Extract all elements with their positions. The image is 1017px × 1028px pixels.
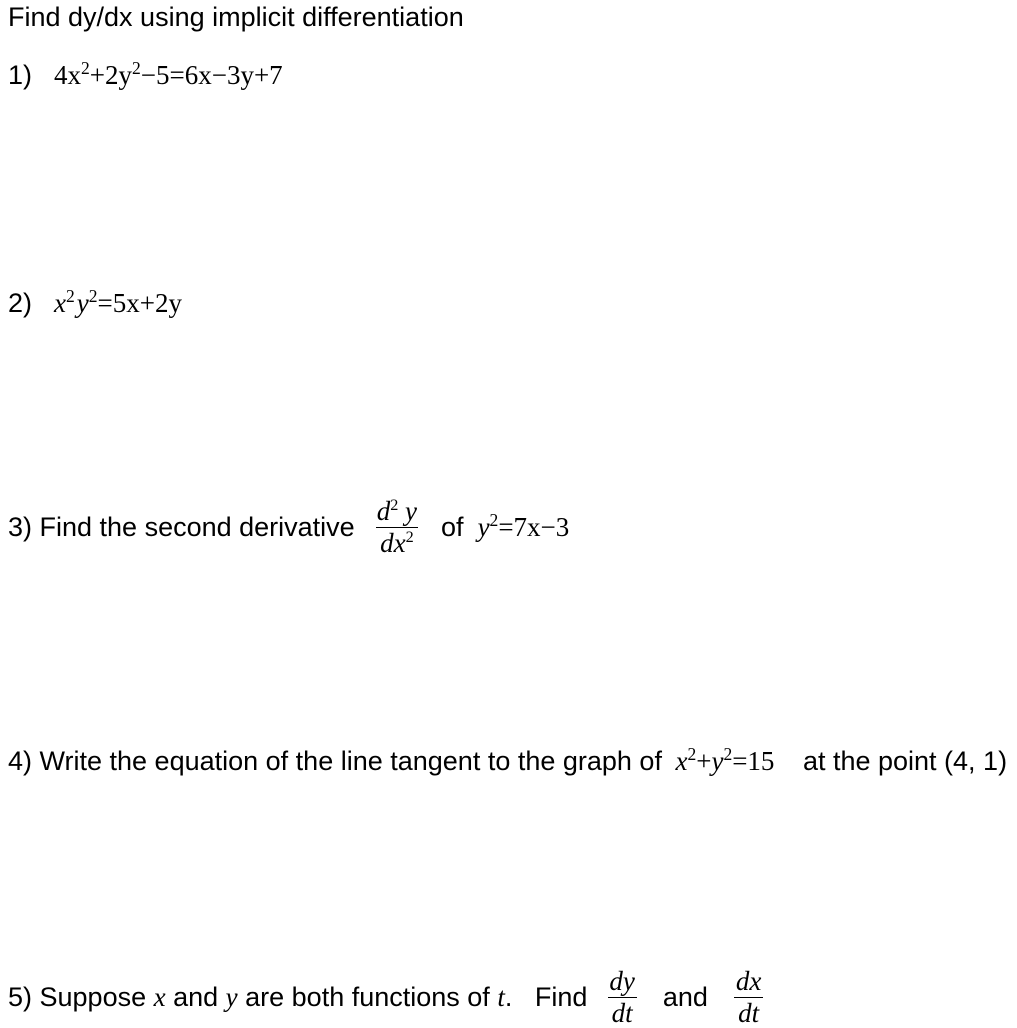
q3-den-dx: dx xyxy=(380,528,405,558)
q5-find: Find xyxy=(512,982,587,1013)
q4-equation: x2+y2=15 xyxy=(675,746,774,777)
q5-mid2: are both functions of xyxy=(238,982,498,1013)
q2-number: 2) xyxy=(8,288,36,319)
q4-rhs: =15 xyxy=(732,746,774,776)
q3-of: of xyxy=(441,512,464,543)
q2-rhs: =5x+2y xyxy=(98,288,182,318)
instructions-heading: Find dy/dx using implicit differentiatio… xyxy=(8,2,1009,33)
q1-equation: 4x2+2y2−5=6x−3y+7 xyxy=(54,60,283,91)
worksheet-page: Find dy/dx using implicit differentiatio… xyxy=(0,0,1017,1024)
q5-f1-num: dy xyxy=(605,968,638,997)
q3-rhs: =7x−3 xyxy=(498,512,569,542)
q5-mid1: and xyxy=(166,982,226,1013)
q5-f2-den: dt xyxy=(734,997,763,1027)
q4-y: y xyxy=(711,746,723,776)
q1-term1: 4x xyxy=(54,60,81,90)
question-3: 3) Find the second derivative d2 y dx2 o… xyxy=(8,498,1009,557)
question-4: 4) Write the equation of the line tangen… xyxy=(8,746,1009,777)
question-5: 5) Suppose x and y are both functions of… xyxy=(8,968,1009,1027)
q5-number: 5) xyxy=(8,982,32,1013)
q1-exp2: 2 xyxy=(132,58,141,78)
q3-y: y xyxy=(478,512,490,542)
q2-y: y xyxy=(77,288,89,318)
q3-lead: Find the second derivative xyxy=(32,512,355,543)
q3-frac-num: d2 y xyxy=(373,498,421,527)
q3-num-y: y xyxy=(398,496,417,526)
q2-equation: x2y2=5x+2y xyxy=(54,288,182,319)
q3-yexp: 2 xyxy=(490,510,499,530)
q3-equation: y2=7x−3 xyxy=(478,512,570,543)
q5-t: t xyxy=(497,982,505,1013)
q4-tail: at the point (4, 1) xyxy=(780,746,1007,777)
q1-exp1: 2 xyxy=(81,58,90,78)
q4-number: 4) xyxy=(8,746,32,777)
q5-stop: . xyxy=(505,982,513,1013)
q5-y: y xyxy=(226,982,238,1013)
q4-lead: Write the equation of the line tangent t… xyxy=(32,746,669,777)
heading-text: Find dy/dx using implicit differentiatio… xyxy=(8,2,464,33)
q1-term2: +2y xyxy=(90,60,132,90)
q3-num-d: d xyxy=(377,496,391,526)
q2-yexp: 2 xyxy=(89,286,98,306)
q2-xexp: 2 xyxy=(66,286,75,306)
question-2: 2) x2y2=5x+2y xyxy=(8,288,1009,319)
q4-x: x xyxy=(675,746,687,776)
q3-fraction: d2 y dx2 xyxy=(373,498,421,557)
q5-and: and xyxy=(663,982,708,1013)
q3-den-exp: 2 xyxy=(406,528,414,546)
q3-number: 3) xyxy=(8,512,32,543)
question-1: 1) 4x2+2y2−5=6x−3y+7 xyxy=(8,60,1009,91)
q2-x: x xyxy=(54,288,66,318)
q5-frac2: dx dt xyxy=(732,968,765,1027)
q5-frac1: dy dt xyxy=(605,968,638,1027)
q4-xexp: 2 xyxy=(687,744,696,764)
q4-plus: + xyxy=(696,746,711,776)
q1-rest: −5=6x−3y+7 xyxy=(141,60,283,90)
q3-frac-den: dx2 xyxy=(376,527,418,557)
q4-yexp: 2 xyxy=(723,744,732,764)
q5-f2-num: dx xyxy=(732,968,765,997)
q5-x: x xyxy=(154,982,166,1013)
q1-number: 1) xyxy=(8,60,36,91)
q5-f1-den: dt xyxy=(608,997,637,1027)
q5-lead: Suppose xyxy=(32,982,154,1013)
